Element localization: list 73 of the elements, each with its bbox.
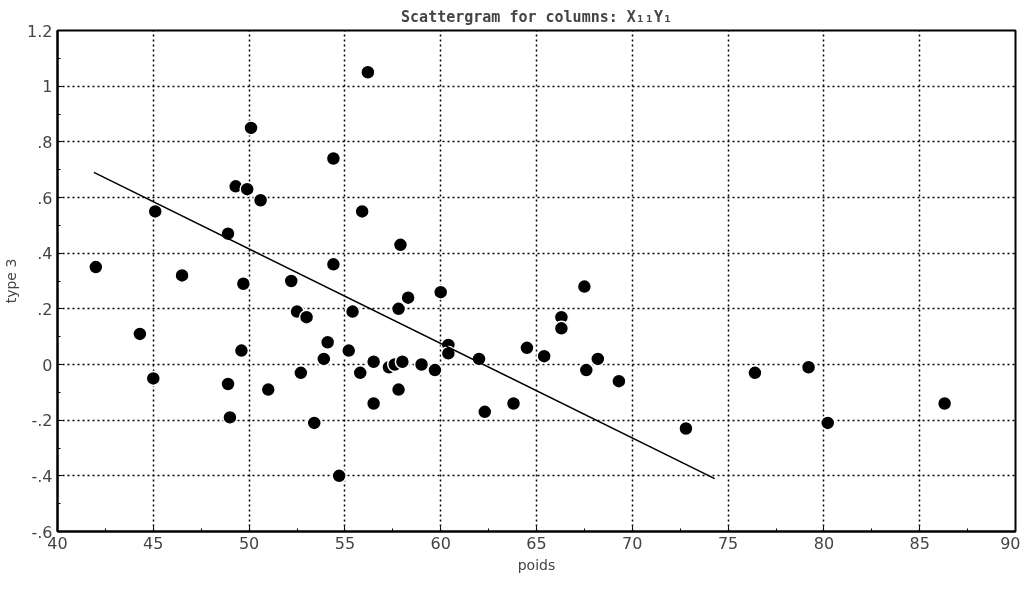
point	[553, 320, 570, 337]
point	[360, 64, 376, 80]
point	[352, 365, 368, 381]
point	[747, 365, 763, 381]
point	[576, 278, 593, 295]
point	[477, 404, 493, 420]
point	[800, 359, 817, 376]
point	[427, 362, 443, 378]
point	[283, 273, 299, 289]
point	[316, 351, 332, 367]
y-tick-label: 1.2	[27, 21, 53, 41]
point	[325, 256, 342, 273]
point	[233, 342, 250, 359]
point	[936, 395, 953, 412]
point	[519, 340, 535, 356]
x-tick-label: 75	[717, 533, 739, 553]
point	[505, 395, 522, 412]
point	[390, 381, 407, 398]
point	[298, 309, 315, 325]
point	[365, 353, 382, 370]
x-tick-label: 85	[909, 533, 930, 553]
point	[306, 415, 322, 431]
point	[222, 409, 238, 426]
x-tick-label: 60	[430, 533, 451, 553]
x-tick-label: 45	[143, 533, 164, 553]
y-tick-label: 1	[42, 77, 53, 97]
point	[432, 284, 449, 300]
point	[590, 351, 606, 367]
point	[819, 415, 836, 431]
y-tick-label: .4	[37, 244, 53, 264]
point	[413, 356, 430, 373]
point	[243, 120, 259, 136]
point	[392, 237, 409, 253]
point	[239, 181, 255, 197]
point	[220, 376, 236, 392]
point	[611, 373, 627, 389]
point	[147, 203, 163, 220]
point	[394, 353, 411, 370]
x-axis-title: poids	[517, 556, 556, 573]
x-tick-label: 50	[238, 533, 260, 553]
x-tick-label: 80	[813, 533, 835, 553]
x-tick-label: 70	[622, 533, 643, 553]
point	[344, 303, 361, 320]
point	[132, 326, 148, 342]
point	[88, 259, 104, 275]
point	[260, 381, 277, 398]
y-tick-label: .8	[37, 132, 53, 152]
point	[390, 301, 407, 317]
y-tick-label: .6	[37, 188, 53, 208]
point	[678, 420, 694, 437]
chart-title: Scattergram for columns: X₁₁Y₁	[401, 7, 672, 26]
point	[536, 348, 552, 364]
x-tick-label: 55	[334, 533, 356, 553]
point	[319, 334, 336, 350]
y-tick-label: 0	[42, 355, 53, 375]
point	[340, 342, 357, 359]
y-tick-label: -.2	[31, 411, 53, 431]
x-tick-label: 90	[1000, 533, 1021, 553]
point	[174, 267, 190, 284]
x-tick-label: 65	[526, 533, 547, 553]
point	[365, 395, 382, 412]
y-tick-label: .2	[37, 299, 53, 319]
y-axis-title: type 3	[3, 258, 20, 304]
point	[578, 362, 595, 378]
point	[331, 468, 347, 484]
point	[145, 370, 162, 387]
point	[354, 203, 370, 220]
y-tick-label: -.4	[31, 466, 53, 486]
point	[325, 150, 342, 167]
point	[235, 276, 252, 292]
point	[252, 192, 269, 209]
point	[400, 289, 416, 306]
point	[293, 365, 309, 381]
